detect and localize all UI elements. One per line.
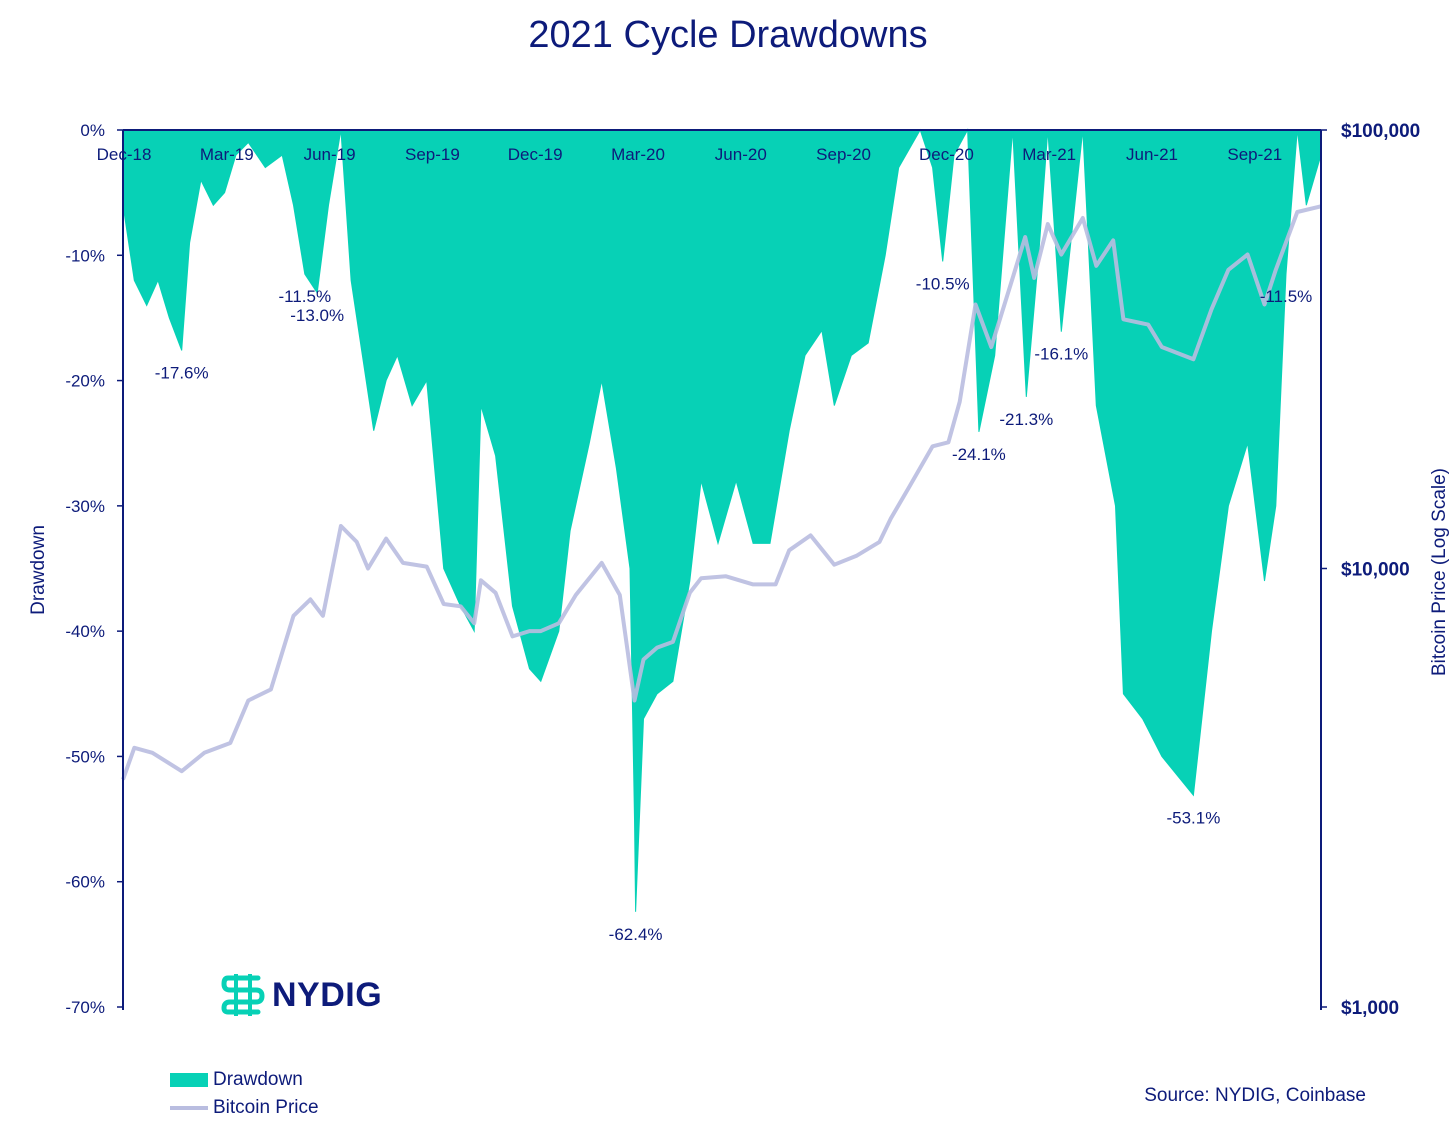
legend-item-price: Bitcoin Price: [170, 1094, 319, 1122]
right-tick-label: $1,000: [1341, 998, 1399, 1019]
nydig-logo-text: NYDIG: [272, 975, 383, 1014]
left-tick-label: -70%: [65, 998, 105, 1017]
left-tick-label: -40%: [65, 622, 105, 641]
x-tick-label: Mar-20: [611, 145, 665, 164]
drawdown-annotation: -62.4%: [609, 925, 663, 944]
right-tick-label: $10,000: [1341, 560, 1410, 581]
legend-swatch-drawdown: [170, 1073, 208, 1087]
drawdown-annotation: -17.6%: [155, 364, 209, 383]
chart-title: 2021 Cycle Drawdowns: [528, 14, 928, 56]
x-tick-label: Jun-19: [304, 145, 356, 164]
left-axis-title: Drawdown: [28, 525, 49, 615]
x-tick-label: Jun-21: [1126, 145, 1178, 164]
left-tick-label: -60%: [65, 873, 105, 892]
nydig-logo-icon: [221, 974, 265, 1016]
x-tick-layer: Dec-18 Mar-19 Jun-19 Sep-19 Dec-19 Mar-20 Jun-…: [97, 145, 1283, 164]
left-tick-label: -50%: [65, 747, 105, 766]
x-tick-label: Mar-21: [1022, 145, 1076, 164]
drawdown-annotation: -10.5%: [916, 275, 970, 294]
right-axis-title: Bitcoin Price (Log Scale): [1429, 468, 1450, 676]
price-line-layer: [121, 204, 1322, 781]
left-tick-label: 0%: [80, 121, 105, 140]
drawdown-annotation: -11.5%: [278, 287, 331, 306]
annotation-layer: -17.6%-11.5%-13.0%-62.4%-10.5%-24.1%-21.…: [155, 275, 1313, 944]
x-tick-label: Sep-19: [405, 145, 460, 164]
drawdown-annotation: -13.0%: [290, 306, 344, 325]
left-tick-label: -10%: [65, 246, 105, 265]
drawdown-annotation: -16.1%: [1034, 345, 1088, 364]
x-tick-label: Jun-20: [715, 145, 767, 164]
drawdown-annotation: -21.3%: [999, 410, 1053, 429]
x-tick-label: Mar-19: [200, 145, 254, 164]
x-tick-label: Dec-19: [508, 145, 563, 164]
legend-label-price: Bitcoin Price: [213, 1097, 319, 1118]
drawdown-area: [122, 128, 1322, 912]
x-tick-label: Sep-21: [1227, 145, 1282, 164]
source-note: Source: NYDIG, Coinbase: [1144, 1085, 1366, 1106]
x-tick-label: Sep-20: [816, 145, 871, 164]
bitcoin-price-line: [121, 204, 1322, 781]
drawdown-annotation: -24.1%: [952, 445, 1006, 464]
x-tick-label: Dec-18: [97, 145, 152, 164]
axes-layer: 0% -10% -20% -30% -40% -50% -60% -70% $100,000 $1…: [65, 121, 1420, 1019]
x-tick-label: Dec-20: [919, 145, 974, 164]
left-tick-label: -30%: [65, 497, 105, 516]
drawdown-area-layer: [122, 128, 1322, 912]
drawdown-annotation: -11.5%: [1260, 287, 1313, 306]
legend: Drawdown Bitcoin Price: [170, 1066, 319, 1122]
left-tick-label: -20%: [65, 372, 105, 391]
drawdown-annotation: -53.1%: [1166, 808, 1220, 827]
nydig-logo: NYDIG: [220, 972, 382, 1018]
legend-swatch-price: [170, 1106, 208, 1110]
legend-label-drawdown: Drawdown: [213, 1069, 303, 1090]
right-tick-label: $100,000: [1341, 121, 1420, 142]
legend-item-drawdown: Drawdown: [170, 1066, 319, 1094]
